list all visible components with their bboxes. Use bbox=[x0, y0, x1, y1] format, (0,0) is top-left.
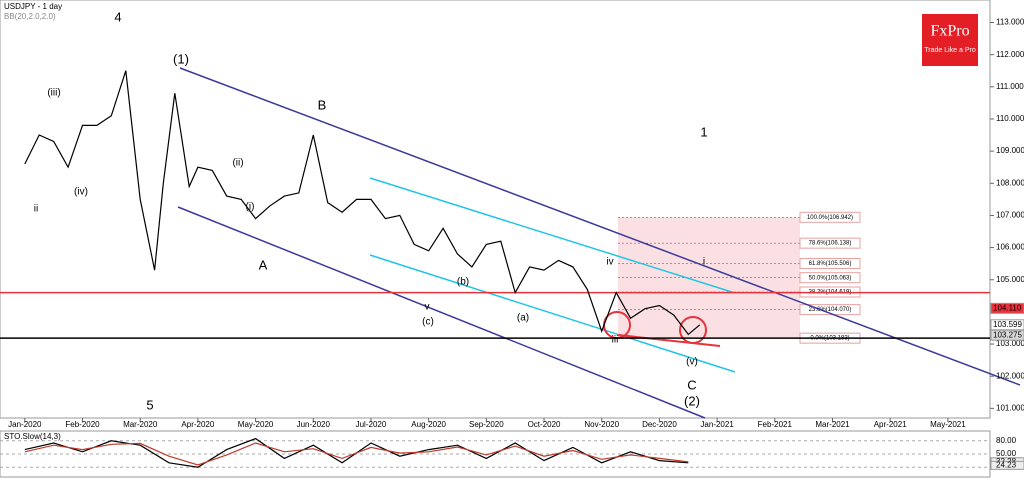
fib-label: 61.8%(105.506) bbox=[809, 261, 852, 267]
wave-label: (b) bbox=[457, 277, 469, 288]
x-tick-label: May-2020 bbox=[238, 420, 274, 429]
plot-frame bbox=[0, 0, 991, 419]
channel-line bbox=[369, 177, 736, 294]
x-tick-label: Feb-2021 bbox=[758, 420, 793, 429]
x-tick-label: Jul-2020 bbox=[356, 420, 387, 429]
fib-label: 78.6%(106.138) bbox=[809, 241, 852, 247]
fib-box bbox=[618, 217, 800, 339]
y-tick-label: 50.00 bbox=[996, 449, 1017, 458]
fib-label: 23.6%(104.070) bbox=[809, 307, 852, 313]
x-tick-label: Jun-2020 bbox=[297, 420, 331, 429]
x-tick-label: Oct-2020 bbox=[528, 420, 561, 429]
wave-label: (iv) bbox=[74, 187, 88, 198]
wave-label: (c) bbox=[422, 317, 434, 328]
wave-label: B bbox=[318, 97, 327, 112]
fib-label-box bbox=[799, 257, 861, 269]
fib-label-box bbox=[799, 272, 861, 284]
y-tick-label: 107.000 bbox=[996, 211, 1024, 220]
series-line bbox=[24, 442, 689, 466]
chart-title: USDJPY - 1 day bbox=[4, 2, 62, 11]
wave-label: 1 bbox=[700, 124, 707, 139]
fib-label: 100.0%(106.942) bbox=[807, 215, 853, 221]
y-tick-label: 105.000 bbox=[996, 275, 1024, 284]
channel-line bbox=[369, 254, 736, 373]
wave-label: (1) bbox=[173, 51, 189, 66]
highlight-circle bbox=[679, 316, 707, 344]
channel-line bbox=[179, 67, 1021, 386]
price-marker-label: 103.275 bbox=[993, 330, 1022, 339]
wave-label: (a) bbox=[517, 313, 529, 324]
wave-labels: 4 (1) B A 5 1 C (2) (c) (v) (b) (a) (i) … bbox=[34, 9, 708, 412]
wave-label: ii bbox=[34, 204, 38, 215]
logo-tagline: Trade Like a Pro bbox=[924, 47, 976, 54]
y-tick-label: 103.000 bbox=[996, 339, 1024, 348]
y-tick-label: 110.000 bbox=[996, 114, 1024, 123]
stoch-title: STO.Slow(14,3) bbox=[4, 432, 61, 441]
wave-label: v bbox=[425, 302, 430, 313]
fib-label-box bbox=[799, 237, 861, 249]
logo: FxPro bbox=[930, 23, 969, 40]
y-tick-label: 111.000 bbox=[996, 82, 1024, 91]
wave-label: 4 bbox=[114, 9, 121, 24]
fib-label-box bbox=[799, 304, 861, 316]
y-tick-label: 112.000 bbox=[996, 50, 1024, 59]
fib-label: 50.0%(105.063) bbox=[809, 275, 852, 281]
wave-label: i bbox=[703, 257, 705, 268]
value-marker-label: 24.23 bbox=[996, 460, 1017, 469]
series-line bbox=[24, 70, 701, 336]
fib-zone: 100.0%(106.942) 78.6%(106.138) 61.8%(105.5… bbox=[618, 211, 861, 344]
x-tick-label: Sep-2020 bbox=[469, 420, 504, 429]
price-marker-label: 104.110 bbox=[993, 303, 1022, 312]
y-tick-label: 109.000 bbox=[996, 146, 1024, 155]
wave-label: 5 bbox=[146, 397, 153, 412]
x-tick-label: Mar-2021 bbox=[815, 420, 850, 429]
wave-label: iv bbox=[606, 257, 613, 268]
wave-label: C bbox=[687, 377, 696, 392]
wave-label: (ii) bbox=[232, 158, 243, 169]
wave-label: (2) bbox=[684, 393, 700, 408]
y-tick-label: 108.000 bbox=[996, 178, 1024, 187]
x-tick-label: Mar-2020 bbox=[123, 420, 158, 429]
logo-box bbox=[922, 14, 978, 66]
value-marker bbox=[990, 460, 1024, 470]
wave-label: (v) bbox=[686, 357, 698, 368]
wave-label: iii bbox=[612, 335, 619, 346]
price-marker-label: 103.599 bbox=[993, 320, 1022, 329]
wave-label: A bbox=[259, 257, 268, 272]
fib-label-box bbox=[799, 211, 861, 223]
trend-line bbox=[617, 334, 721, 347]
y-tick-label: 106.000 bbox=[996, 243, 1024, 252]
y-tick-label: 101.000 bbox=[996, 403, 1024, 412]
x-tick-label: Aug-2020 bbox=[411, 420, 446, 429]
price-marker bbox=[990, 302, 1024, 314]
x-tick-label: May-2021 bbox=[930, 420, 966, 429]
channel-line bbox=[177, 206, 706, 419]
x-tick-label: Apr-2021 bbox=[874, 420, 907, 429]
y-tick-label: 113.000 bbox=[996, 18, 1024, 27]
x-tick-label: Nov-2020 bbox=[584, 420, 619, 429]
x-tick-label: Feb-2020 bbox=[65, 420, 100, 429]
y-tick-label: 80.00 bbox=[996, 436, 1017, 445]
x-tick-label: Apr-2020 bbox=[181, 420, 214, 429]
price-marker bbox=[990, 329, 1024, 341]
x-tick-label: Jan-2020 bbox=[8, 420, 42, 429]
wave-label: (iii) bbox=[47, 88, 60, 99]
x-tick-label: Dec-2020 bbox=[642, 420, 677, 429]
indicator-label: BB(20,2.0,2.0) bbox=[4, 12, 56, 21]
wave-label: (i) bbox=[246, 202, 255, 213]
y-tick-label: 102.000 bbox=[996, 371, 1024, 380]
x-tick-label: Jan-2021 bbox=[700, 420, 734, 429]
